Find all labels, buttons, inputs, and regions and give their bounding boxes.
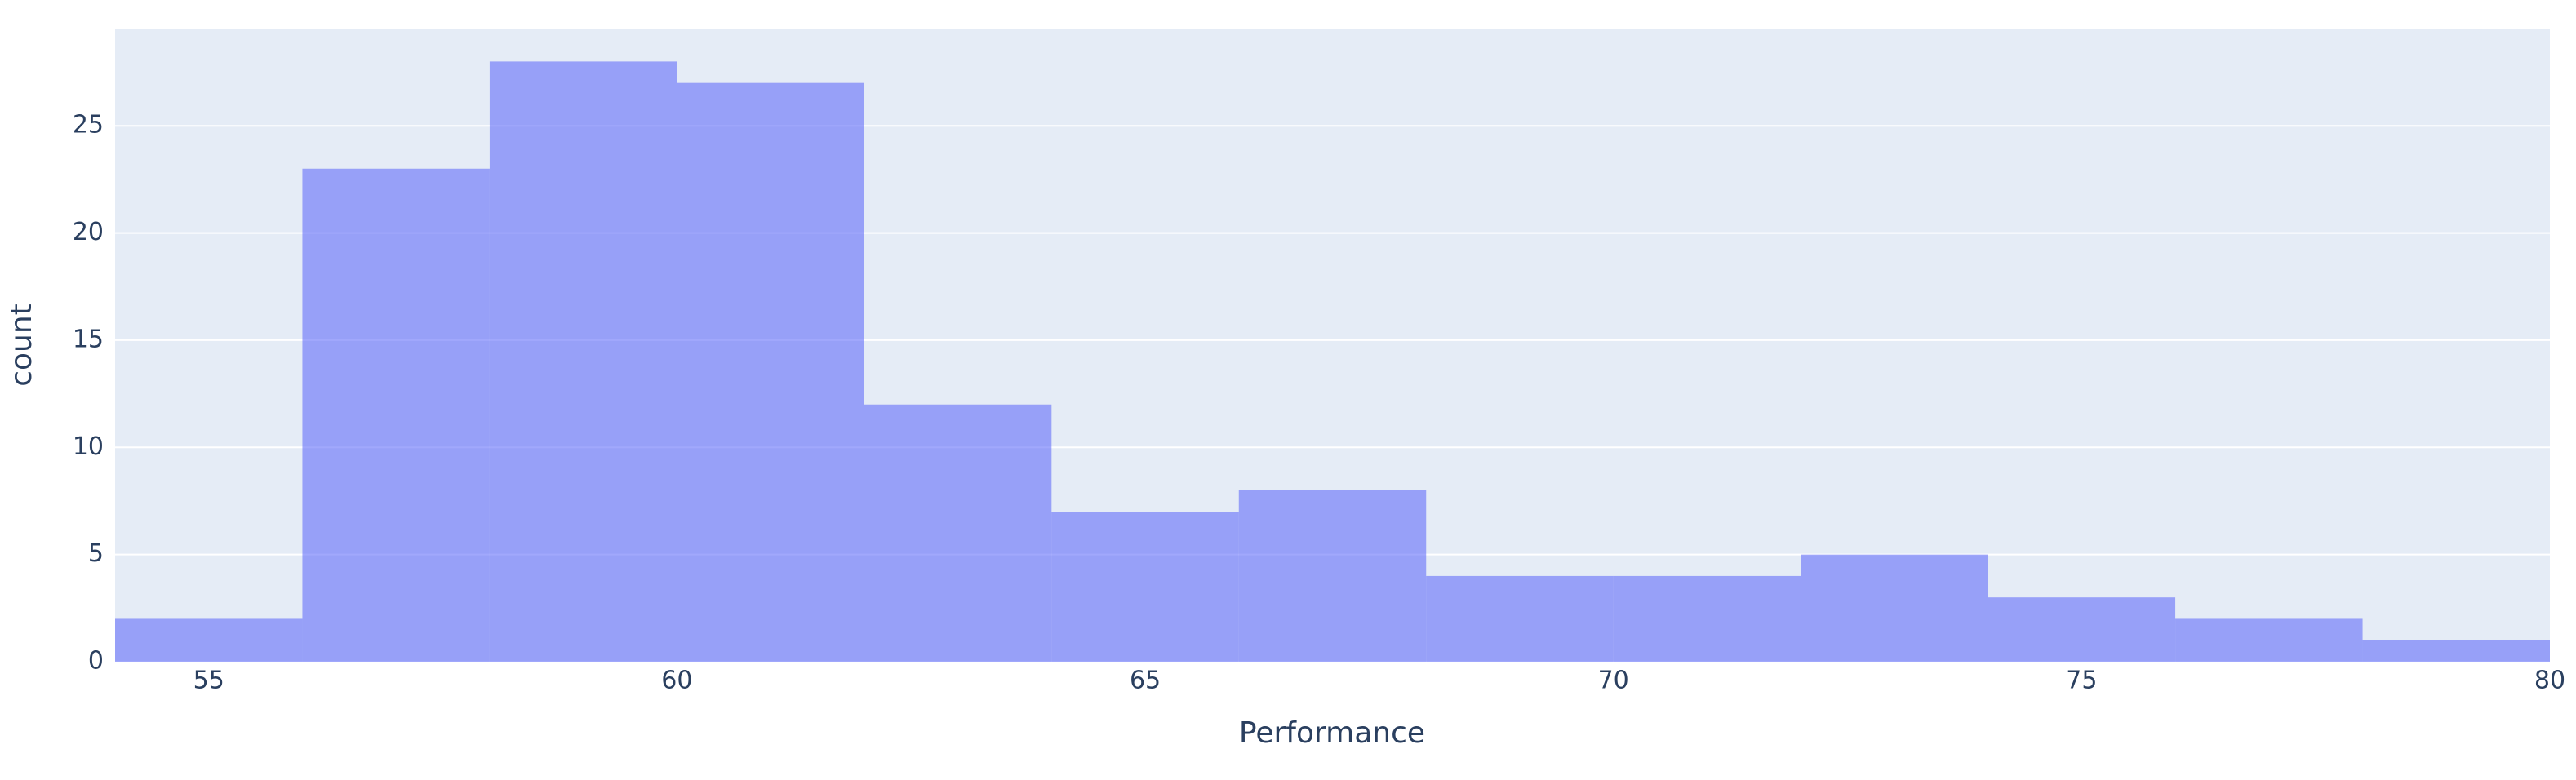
bar <box>677 82 864 662</box>
x-tick-label: 65 <box>1130 667 1161 695</box>
y-tick-label: 15 <box>73 325 104 353</box>
x-axis-title: Performance <box>1239 716 1425 750</box>
y-tick-label: 10 <box>73 432 104 461</box>
bar <box>2175 618 2363 662</box>
y-tick-label: 0 <box>88 647 104 676</box>
bar <box>302 168 490 663</box>
x-tick-label: 80 <box>2534 667 2565 695</box>
bar <box>1051 512 1239 662</box>
bar <box>864 404 1052 662</box>
y-axis-title: count <box>5 304 38 387</box>
x-tick-label: 75 <box>2066 667 2097 695</box>
y-tick-label: 5 <box>88 539 104 568</box>
bar <box>1426 575 1614 662</box>
x-tick-label: 70 <box>1598 667 1629 695</box>
x-tick-label: 55 <box>193 667 224 695</box>
y-tick-label: 25 <box>73 111 104 140</box>
bar <box>115 618 303 662</box>
bar <box>1613 575 1801 662</box>
bar <box>2362 640 2550 662</box>
bar <box>1988 597 2176 662</box>
bar <box>1801 554 1988 662</box>
y-tick-label: 20 <box>73 218 104 246</box>
bar <box>489 61 677 662</box>
x-tick-label: 60 <box>661 667 692 695</box>
bar <box>1238 490 1427 662</box>
